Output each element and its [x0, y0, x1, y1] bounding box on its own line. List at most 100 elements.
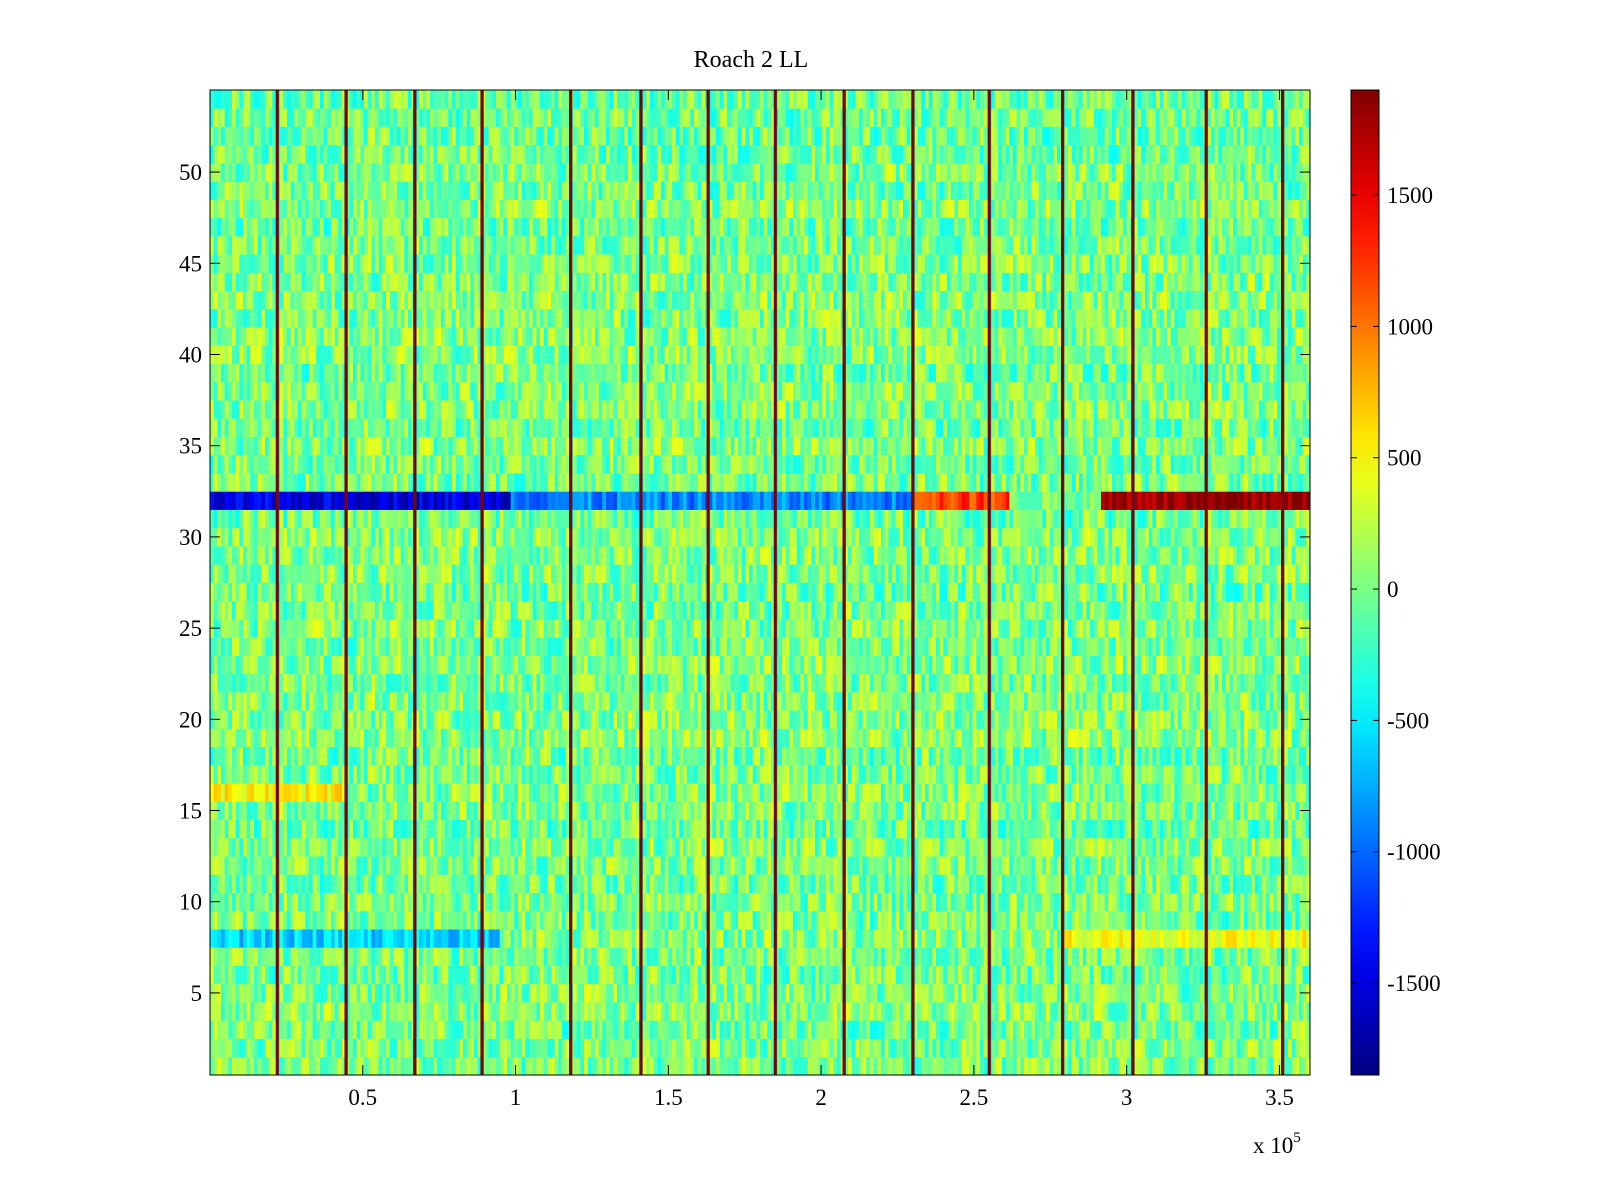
heatmap-cell	[1302, 929, 1307, 948]
heatmap-cell	[331, 783, 336, 802]
heatmap-cell	[235, 929, 240, 948]
heatmap-cell	[1189, 856, 1194, 875]
heatmap-cell	[741, 965, 746, 985]
heatmap-cell	[448, 856, 453, 875]
heatmap-cell	[1079, 1002, 1084, 1021]
heatmap-cell	[375, 947, 380, 966]
heatmap-cell	[547, 837, 552, 857]
heatmap-cell	[1284, 1002, 1289, 1021]
heatmap-cell	[378, 929, 383, 948]
heatmap-cell	[1071, 1002, 1076, 1021]
heatmap-cell	[342, 801, 347, 821]
heatmap-cell	[613, 1038, 618, 1058]
heatmap-cell	[1156, 837, 1161, 857]
heatmap-cell	[928, 947, 933, 966]
heatmap-cell	[925, 856, 930, 875]
heatmap-cell	[1016, 983, 1021, 1003]
heatmap-cell	[1181, 1056, 1186, 1076]
heatmap-cell	[983, 1002, 988, 1021]
heatmap-cell	[1148, 947, 1153, 966]
heatmap-cell	[1137, 910, 1142, 930]
heatmap-cell	[221, 1056, 226, 1076]
heatmap-cell	[1071, 819, 1076, 839]
heatmap-cell	[888, 910, 893, 930]
heatmap-cell	[602, 874, 607, 893]
heatmap-cell	[734, 1056, 739, 1076]
heatmap-cell	[646, 764, 651, 784]
heatmap-cell	[1090, 892, 1095, 912]
heatmap-cell	[844, 929, 849, 948]
heatmap-cell	[521, 1038, 526, 1058]
heatmap-cell	[657, 1020, 662, 1039]
heatmap-cell	[496, 856, 501, 875]
heatmap-cell	[822, 1038, 827, 1058]
heatmap-cell	[587, 764, 592, 784]
heatmap-cell	[485, 801, 490, 821]
heatmap-cell	[844, 874, 849, 893]
heatmap-cell	[932, 892, 937, 912]
heatmap-cell	[540, 910, 545, 930]
heatmap-cell	[1163, 892, 1168, 912]
heatmap-cell	[1277, 874, 1282, 893]
heatmap-cell	[1082, 947, 1087, 966]
heatmap-cell	[320, 965, 325, 985]
heatmap-cell	[745, 983, 750, 1003]
heatmap-cell	[903, 947, 908, 966]
heatmap-cell	[1247, 801, 1252, 821]
heatmap-cell	[1005, 1002, 1010, 1021]
heatmap-cell	[1101, 910, 1106, 930]
heatmap-cell	[338, 1056, 343, 1076]
heatmap-cell	[749, 929, 754, 948]
heatmap-cell	[1027, 892, 1032, 912]
heatmap-cell	[690, 983, 695, 1003]
heatmap-cell	[404, 819, 409, 839]
heatmap-cell	[675, 837, 680, 857]
heatmap-cell	[1064, 783, 1069, 802]
heatmap-cell	[1137, 837, 1142, 857]
heatmap-cell	[1020, 819, 1025, 839]
heatmap-cell	[217, 965, 222, 985]
heatmap-cell	[991, 929, 996, 948]
heatmap-cell	[1255, 1020, 1260, 1039]
heatmap-cell	[690, 929, 695, 948]
heatmap-cell	[672, 764, 677, 784]
heatmap-cell	[598, 929, 603, 948]
heatmap-cell	[613, 947, 618, 966]
heatmap-cell	[353, 929, 358, 948]
heatmap-cell	[756, 983, 761, 1003]
heatmap-cell	[708, 1056, 713, 1076]
heatmap-cell	[1167, 965, 1172, 985]
heatmap-cell	[1064, 965, 1069, 985]
heatmap-cell	[642, 910, 647, 930]
heatmap-cell	[961, 910, 966, 930]
heatmap-cell	[1200, 1020, 1205, 1039]
heatmap-cell	[785, 983, 790, 1003]
heatmap-cell	[727, 1002, 732, 1021]
heatmap-cell	[217, 1020, 222, 1039]
heatmap-cell	[628, 1002, 633, 1021]
heatmap-cell	[749, 874, 754, 893]
heatmap-cell	[1306, 874, 1311, 893]
heatmap-cell	[290, 1056, 295, 1076]
heatmap-cell	[1170, 947, 1175, 966]
heatmap-cell	[1225, 983, 1230, 1003]
heatmap-cell	[1156, 1002, 1161, 1021]
heatmap-cell	[1258, 1020, 1263, 1039]
heatmap-cell	[309, 837, 314, 857]
heatmap-cell	[943, 1038, 948, 1058]
heatmap-cell	[950, 983, 955, 1003]
heatmap-cell	[1024, 783, 1029, 802]
heatmap-cell	[305, 910, 310, 930]
heatmap-cell	[419, 1056, 424, 1076]
heatmap-cell	[881, 1038, 886, 1058]
heatmap-cell	[1053, 856, 1058, 875]
heatmap-cell	[261, 983, 266, 1003]
heatmap-cell	[646, 1038, 651, 1058]
heatmap-cell	[932, 983, 937, 1003]
heatmap-cell	[936, 965, 941, 985]
heatmap-cell	[1064, 910, 1069, 930]
heatmap-cell	[261, 1038, 266, 1058]
heatmap-cell	[430, 801, 435, 821]
heatmap-cell	[287, 819, 292, 839]
heatmap-cell	[1214, 837, 1219, 857]
